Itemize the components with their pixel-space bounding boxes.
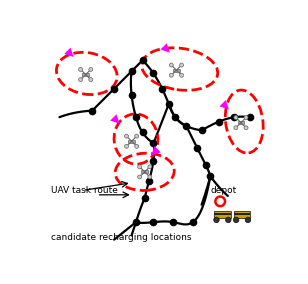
Circle shape bbox=[135, 134, 139, 138]
Circle shape bbox=[225, 217, 231, 223]
Text: depot: depot bbox=[210, 186, 237, 195]
Circle shape bbox=[148, 165, 152, 169]
Circle shape bbox=[180, 73, 184, 77]
Bar bbox=[234, 213, 250, 215]
Circle shape bbox=[244, 126, 248, 130]
Circle shape bbox=[233, 217, 239, 223]
Bar bbox=[238, 121, 244, 124]
Circle shape bbox=[245, 217, 251, 223]
Circle shape bbox=[138, 175, 142, 179]
Bar bbox=[83, 73, 89, 76]
Circle shape bbox=[89, 68, 93, 71]
Bar bbox=[214, 211, 231, 218]
Circle shape bbox=[138, 165, 142, 169]
Bar bbox=[128, 140, 135, 143]
Circle shape bbox=[79, 68, 83, 71]
Circle shape bbox=[234, 116, 238, 120]
Circle shape bbox=[214, 217, 219, 223]
Text: candidate recharging locations: candidate recharging locations bbox=[51, 233, 191, 242]
Circle shape bbox=[234, 126, 238, 130]
Circle shape bbox=[79, 78, 83, 82]
Text: UAV task route: UAV task route bbox=[51, 186, 118, 195]
Circle shape bbox=[124, 144, 128, 148]
Circle shape bbox=[169, 73, 173, 77]
Circle shape bbox=[148, 175, 152, 179]
Circle shape bbox=[89, 78, 93, 82]
Bar bbox=[141, 170, 148, 174]
Circle shape bbox=[169, 63, 173, 67]
Bar bbox=[214, 213, 231, 215]
Circle shape bbox=[135, 144, 139, 148]
Bar bbox=[173, 69, 180, 72]
Circle shape bbox=[124, 134, 128, 138]
Circle shape bbox=[180, 63, 184, 67]
Circle shape bbox=[244, 116, 248, 120]
Bar bbox=[234, 211, 250, 218]
